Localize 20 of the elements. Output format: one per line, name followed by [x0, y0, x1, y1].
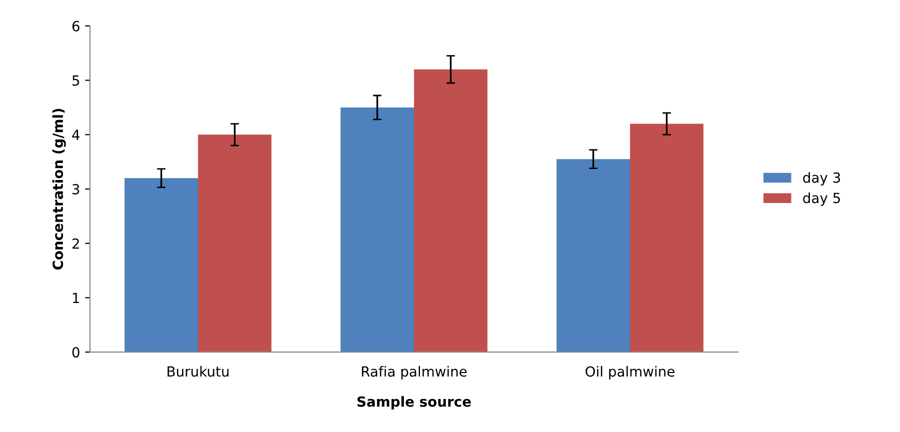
legend-label: day 3 [803, 172, 840, 186]
bar [124, 178, 198, 352]
y-tick-label: 4 [72, 130, 80, 140]
bar [340, 107, 414, 352]
y-tick-label: 1 [72, 292, 79, 303]
bar [198, 134, 272, 352]
y-tick-label: 0 [72, 347, 80, 358]
y-tick-label: 6 [72, 20, 80, 32]
x-axis-title: Sample source [357, 396, 471, 410]
y-tick-label: 2 [72, 238, 79, 249]
y-tick-label: 3 [72, 184, 80, 194]
y-axis-title: Concentration (g/ml) [52, 108, 66, 270]
x-tick-label: Oil palmwine [586, 366, 674, 380]
bar [556, 159, 630, 352]
x-tick-label: Burukutu [168, 366, 228, 377]
y-tick-label: 5 [72, 75, 80, 86]
legend-label: day 5 [803, 192, 840, 206]
bar [414, 69, 488, 352]
bar [630, 124, 704, 352]
x-tick-label: Rafia palmwine [362, 366, 467, 380]
